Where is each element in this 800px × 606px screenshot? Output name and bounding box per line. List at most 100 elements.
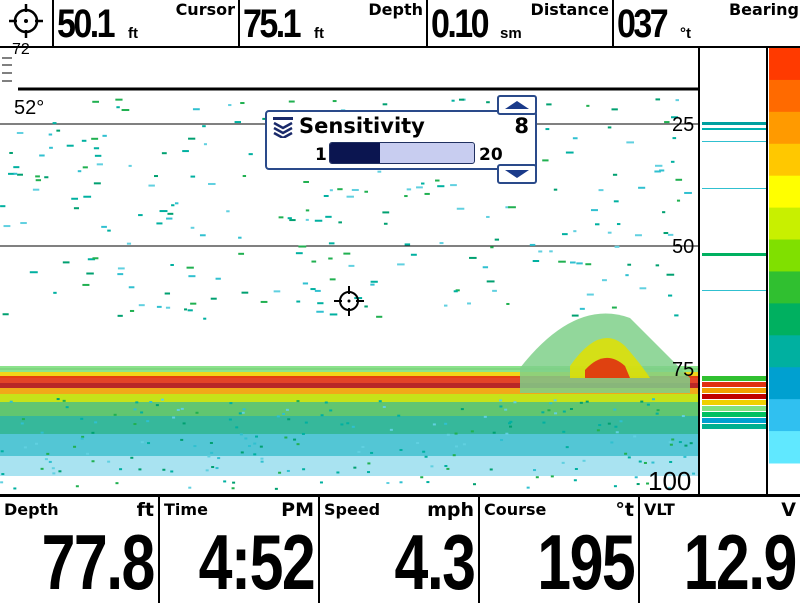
sonar-speckle (166, 217, 173, 220)
realtime-return-line (702, 122, 766, 125)
sonar-speckle (361, 445, 365, 448)
sonar-returns (0, 57, 698, 490)
sonar-speckle (616, 223, 621, 226)
sensitivity-slider[interactable] (329, 142, 475, 164)
sonar-speckle (238, 236, 242, 239)
sonar-speckle (655, 98, 661, 101)
sonar-speckle (610, 441, 614, 444)
bottom-layer (0, 366, 698, 372)
sonar-speckle (117, 314, 123, 317)
sonar-speckle (636, 483, 640, 486)
sonar-speckle (353, 466, 357, 469)
sonar-speckle (135, 401, 139, 404)
sonar-speckle (329, 189, 333, 192)
sonar-speckle (49, 146, 53, 149)
sonar-speckle (140, 411, 144, 414)
sonar-speckle (320, 414, 324, 417)
sonar-speckle (619, 420, 623, 423)
sonar-speckle (351, 425, 355, 428)
sensitivity-dialog[interactable]: Sensitivity 8 1 20 (265, 110, 537, 170)
sonar-speckle (319, 481, 323, 484)
sonar-speckle (453, 290, 458, 293)
sonar-speckle (48, 133, 53, 136)
sonar-speckle (505, 206, 510, 209)
sonar-speckle (94, 421, 98, 424)
sonar-speckle (207, 455, 211, 458)
realtime-return-line (702, 388, 766, 393)
sonar-speckle (562, 410, 566, 413)
sonar-speckle (494, 238, 500, 241)
sonar-speckle (550, 475, 554, 478)
sonar-speckle (492, 289, 497, 292)
cursor-crosshair-icon[interactable] (332, 284, 366, 318)
sonar-speckle (187, 309, 193, 312)
realtime-return-line (702, 418, 766, 423)
sonar-speckle (348, 264, 355, 267)
sonar-speckle (585, 263, 592, 266)
sonar-speckle (668, 486, 672, 489)
sonar-speckle (239, 433, 243, 436)
sonar-speckle (92, 257, 99, 260)
sonar-speckle (684, 191, 692, 194)
sonar-speckle (86, 272, 94, 275)
top-status-bar: 50.1 ft Cursor 75.1 ft Depth 0.10 sm Dis… (0, 0, 800, 48)
sensitivity-down-button[interactable] (497, 164, 537, 184)
sonar-view[interactable]: 72 52° 25 50 75 100 (0, 41, 698, 496)
sensitivity-up-button[interactable] (497, 95, 537, 115)
realtime-return-line (702, 412, 766, 417)
sonar-speckle (422, 450, 426, 453)
data-box-value: 12.9 (683, 518, 798, 606)
crosshair-icon[interactable] (0, 0, 52, 46)
sonar-speckle (492, 431, 496, 434)
sonar-speckle (304, 421, 308, 424)
sonar-speckle (107, 229, 111, 232)
sonar-speckle (21, 418, 25, 421)
sonar-speckle (301, 432, 305, 435)
sonar-speckle (242, 175, 247, 178)
sonar-speckle (570, 261, 576, 264)
sonar-speckle (13, 166, 20, 169)
sonar-speckle (107, 460, 111, 463)
sonar-speckle (203, 143, 207, 146)
sonar-speckle (184, 308, 188, 311)
sonar-speckle (73, 445, 77, 448)
data-box-unit: mph (427, 499, 474, 521)
sonar-speckle (91, 460, 95, 463)
palette-swatches (769, 48, 800, 464)
sonar-speckle (655, 264, 660, 267)
sonar-speckle (147, 442, 151, 445)
data-box-unit: PM (281, 499, 314, 521)
sonar-speckle (683, 455, 687, 458)
sonar-speckle (148, 184, 155, 187)
sonar-speckle (190, 302, 197, 305)
sonar-speckle (444, 464, 448, 467)
sonar-speckle (614, 245, 620, 248)
sonar-speckle (287, 217, 292, 220)
sonar-speckle (651, 461, 655, 464)
sonar-speckle (2, 313, 9, 316)
sonar-speckle (611, 306, 617, 309)
sonar-speckle (439, 242, 444, 245)
sonar-speckle (223, 480, 227, 483)
sonar-speckle (91, 137, 99, 140)
sonar-speckle (138, 468, 142, 471)
sonar-speckle (244, 437, 248, 440)
sonar-speckle (81, 435, 85, 438)
sonar-speckle (133, 408, 137, 411)
bearing-value: 037 (617, 2, 669, 46)
sonar-speckle (156, 222, 163, 225)
sonar-speckle (71, 197, 79, 200)
sonar-speckle (288, 100, 295, 103)
sonar-speckle (46, 452, 50, 455)
sonar-speckle (296, 400, 300, 403)
sonar-speckle (210, 297, 217, 300)
sonar-speckle (607, 231, 612, 234)
sonar-speckle (192, 108, 200, 111)
sonar-speckle (640, 400, 644, 403)
sonar-speckle (162, 468, 166, 471)
sonar-speckle (462, 443, 466, 446)
sonar-speckle (446, 467, 450, 470)
sonar-speckle (295, 252, 303, 255)
sonar-speckle (654, 170, 661, 173)
sonar-speckle (554, 412, 558, 415)
